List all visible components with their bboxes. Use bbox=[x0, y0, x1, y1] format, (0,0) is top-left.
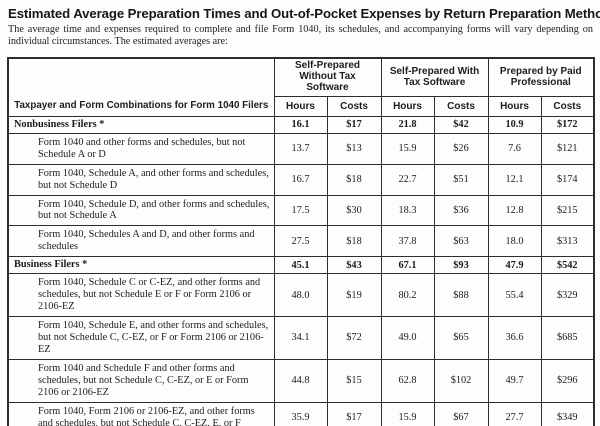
row-label: Form 1040, Form 2106 or 2106-EZ, and oth… bbox=[7, 401, 275, 426]
cell-value: $93 bbox=[433, 256, 489, 275]
cell-value: $51 bbox=[433, 163, 489, 196]
row-label: Form 1040, Schedule E, and other forms a… bbox=[7, 316, 275, 360]
column-group-with-software: Self-Prepared With Tax Software bbox=[380, 57, 489, 97]
cell-value: 49.7 bbox=[487, 358, 542, 403]
table-row: Form 1040 and Schedule F and other forms… bbox=[7, 358, 595, 403]
cell-value: $13 bbox=[326, 132, 382, 165]
cell-value: $15 bbox=[326, 358, 382, 403]
cell-value: $19 bbox=[326, 273, 382, 318]
cell-value: 62.8 bbox=[380, 358, 435, 403]
cell-value: $102 bbox=[433, 358, 489, 403]
cell-value: 17.5 bbox=[273, 194, 328, 227]
cell-value: $30 bbox=[326, 194, 382, 227]
costs-header: Costs bbox=[540, 95, 595, 117]
table-row: Form 1040 and other forms and schedules,… bbox=[7, 132, 595, 165]
row-label: Form 1040, Schedule D, and other forms a… bbox=[7, 194, 275, 227]
cell-value: 36.6 bbox=[487, 316, 542, 360]
hours-header: Hours bbox=[487, 95, 542, 117]
row-header-label: Taxpayer and Form Combinations for Form … bbox=[7, 57, 275, 117]
cell-value: $17 bbox=[326, 401, 382, 426]
table-row: Form 1040, Schedule E, and other forms a… bbox=[7, 316, 595, 360]
table-row: Business Filers * 45.1 $43 67.1 $93 47.9 $542 bbox=[7, 256, 595, 275]
row-label: Form 1040 and Schedule F and other forms… bbox=[7, 358, 275, 403]
cell-value: $349 bbox=[540, 401, 595, 426]
table-row: Form 1040, Schedule C or C-EZ, and other… bbox=[7, 273, 595, 318]
table-row: Form 1040, Schedules A and D, and other … bbox=[7, 225, 595, 258]
cell-value: 12.1 bbox=[487, 163, 542, 196]
cell-value: 7.6 bbox=[487, 132, 542, 165]
cell-value: 35.9 bbox=[273, 401, 328, 426]
cell-value: $63 bbox=[433, 225, 489, 258]
cell-value: 22.7 bbox=[380, 163, 435, 196]
row-label: Business Filers * bbox=[7, 256, 275, 275]
cell-value: 45.1 bbox=[273, 256, 328, 275]
table-header: Taxpayer and Form Combinations for Form … bbox=[7, 57, 595, 117]
table-row: Form 1040, Schedule A, and other forms a… bbox=[7, 163, 595, 196]
row-label: Nonbusiness Filers * bbox=[7, 115, 275, 134]
cell-value: 80.2 bbox=[380, 273, 435, 318]
cell-value: $18 bbox=[326, 163, 382, 196]
hours-header: Hours bbox=[273, 95, 328, 117]
cell-value: 15.9 bbox=[380, 132, 435, 165]
row-label: Form 1040, Schedule C or C-EZ, and other… bbox=[7, 273, 275, 318]
cell-value: 27.7 bbox=[487, 401, 542, 426]
cell-value: 16.1 bbox=[273, 115, 328, 134]
cell-value: 49.0 bbox=[380, 316, 435, 360]
cell-value: 37.8 bbox=[380, 225, 435, 258]
row-label: Form 1040, Schedule A, and other forms a… bbox=[7, 163, 275, 196]
table-body: Nonbusiness Filers * 16.1 $17 21.8 $42 10.9 $1… bbox=[7, 115, 595, 426]
cell-value: $542 bbox=[540, 256, 595, 275]
cell-value: 34.1 bbox=[273, 316, 328, 360]
cell-value: 15.9 bbox=[380, 401, 435, 426]
cell-value: $172 bbox=[540, 115, 595, 134]
cell-value: $36 bbox=[433, 194, 489, 227]
cell-value: 27.5 bbox=[273, 225, 328, 258]
cell-value: 18.3 bbox=[380, 194, 435, 227]
costs-header: Costs bbox=[433, 95, 489, 117]
cell-value: $215 bbox=[540, 194, 595, 227]
cell-value: 48.0 bbox=[273, 273, 328, 318]
intro-paragraph: The average time and expenses required t… bbox=[8, 24, 593, 48]
cell-value: $121 bbox=[540, 132, 595, 165]
row-label: Form 1040 and other forms and schedules,… bbox=[7, 132, 275, 165]
cell-value: $685 bbox=[540, 316, 595, 360]
cell-value: $65 bbox=[433, 316, 489, 360]
cell-value: 13.7 bbox=[273, 132, 328, 165]
cell-value: 44.8 bbox=[273, 358, 328, 403]
row-label: Form 1040, Schedules A and D, and other … bbox=[7, 225, 275, 258]
table-row: Form 1040, Form 2106 or 2106-EZ, and oth… bbox=[7, 401, 595, 426]
costs-header: Costs bbox=[326, 95, 382, 117]
cell-value: $296 bbox=[540, 358, 595, 403]
cell-value: $42 bbox=[433, 115, 489, 134]
cell-value: 16.7 bbox=[273, 163, 328, 196]
cell-value: $174 bbox=[540, 163, 595, 196]
table-row: Form 1040, Schedule D, and other forms a… bbox=[7, 194, 595, 227]
hours-header: Hours bbox=[380, 95, 435, 117]
cell-value: $72 bbox=[326, 316, 382, 360]
table-row: Nonbusiness Filers * 16.1 $17 21.8 $42 10.9 $1… bbox=[7, 115, 595, 134]
cell-value: $313 bbox=[540, 225, 595, 258]
sub-header-row: Hours Costs Hours Costs Hours Costs bbox=[8, 95, 595, 117]
cell-value: $88 bbox=[433, 273, 489, 318]
cell-value: $17 bbox=[326, 115, 382, 134]
cell-value: $18 bbox=[326, 225, 382, 258]
cell-value: 67.1 bbox=[380, 256, 435, 275]
column-group-paid-professional: Prepared by Paid Professional bbox=[487, 57, 595, 97]
cell-value: 21.8 bbox=[380, 115, 435, 134]
cell-value: 18.0 bbox=[487, 225, 542, 258]
cell-value: 12.8 bbox=[487, 194, 542, 227]
cell-value: 10.9 bbox=[487, 115, 542, 134]
group-header-row: Taxpayer and Form Combinations for Form … bbox=[7, 57, 595, 117]
cell-value: $67 bbox=[433, 401, 489, 426]
cell-value: $26 bbox=[433, 132, 489, 165]
cell-value: 55.4 bbox=[487, 273, 542, 318]
cell-value: 47.9 bbox=[487, 256, 542, 275]
column-group-without-software: Self-Prepared Without Tax Software bbox=[273, 57, 382, 97]
preparation-times-table: Taxpayer and Form Combinations for Form … bbox=[7, 57, 596, 426]
cell-value: $329 bbox=[540, 273, 595, 318]
page-title: Estimated Average Preparation Times and … bbox=[8, 6, 600, 21]
cell-value: $43 bbox=[326, 256, 382, 275]
